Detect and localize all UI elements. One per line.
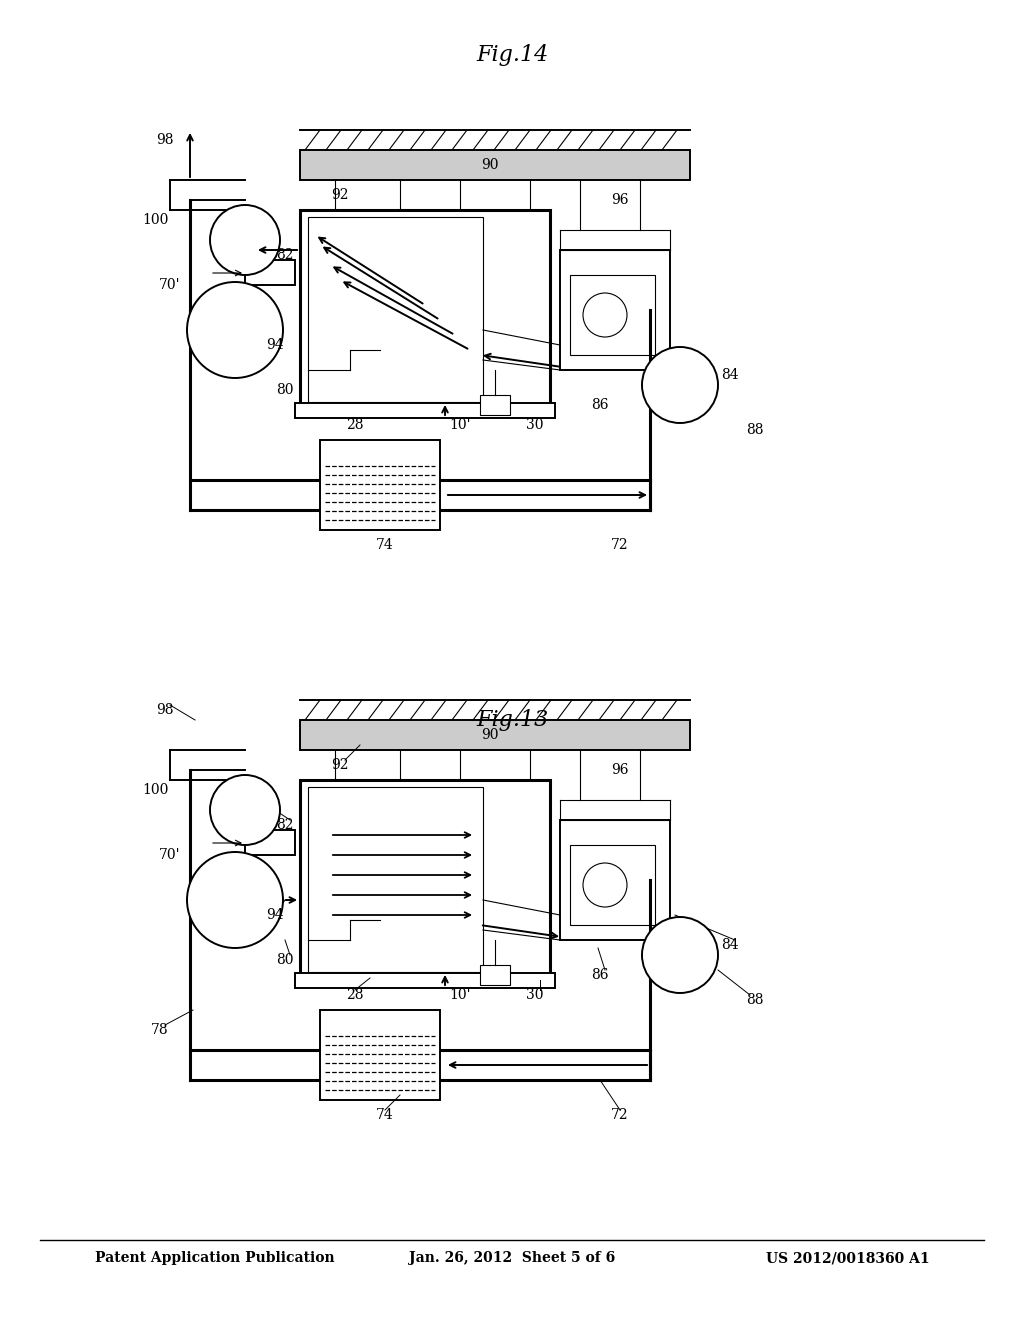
Bar xyxy=(300,150,690,180)
Bar xyxy=(319,1010,440,1100)
Text: 96: 96 xyxy=(611,763,629,777)
Bar xyxy=(480,395,510,414)
Text: 90: 90 xyxy=(481,158,499,172)
Text: Patent Application Publication: Patent Application Publication xyxy=(95,1251,335,1265)
Circle shape xyxy=(642,347,718,422)
Text: 82: 82 xyxy=(276,818,294,832)
Circle shape xyxy=(210,775,280,845)
Text: 86: 86 xyxy=(591,968,608,982)
Bar xyxy=(560,249,670,370)
Text: 94: 94 xyxy=(266,338,284,352)
Bar xyxy=(570,275,655,355)
Bar xyxy=(300,719,690,750)
Text: 86: 86 xyxy=(591,399,608,412)
Text: Fig.14: Fig.14 xyxy=(476,44,548,66)
Text: 78: 78 xyxy=(152,1023,169,1038)
Text: 82: 82 xyxy=(276,248,294,261)
Bar xyxy=(319,440,440,531)
Text: US 2012/0018360 A1: US 2012/0018360 A1 xyxy=(766,1251,930,1265)
Text: 70': 70' xyxy=(160,279,181,292)
Text: 70': 70' xyxy=(160,847,181,862)
Text: 88: 88 xyxy=(746,422,764,437)
Text: 88: 88 xyxy=(746,993,764,1007)
Bar xyxy=(480,965,510,985)
Bar xyxy=(295,973,555,987)
Bar xyxy=(570,845,655,925)
Bar xyxy=(560,820,670,940)
Text: 94: 94 xyxy=(266,908,284,921)
Bar xyxy=(300,210,550,411)
Circle shape xyxy=(583,863,627,907)
Bar xyxy=(300,780,550,979)
Text: Jan. 26, 2012  Sheet 5 of 6: Jan. 26, 2012 Sheet 5 of 6 xyxy=(409,1251,615,1265)
Text: 84: 84 xyxy=(721,939,738,952)
Circle shape xyxy=(583,293,627,337)
Text: 90: 90 xyxy=(481,729,499,742)
Circle shape xyxy=(187,282,283,378)
Text: 72: 72 xyxy=(611,1107,629,1122)
Text: 80: 80 xyxy=(276,383,294,397)
Text: 74: 74 xyxy=(376,539,394,552)
Text: 96: 96 xyxy=(611,193,629,207)
Bar xyxy=(308,216,483,403)
Text: 10': 10' xyxy=(450,418,471,432)
Text: Fig.13: Fig.13 xyxy=(476,709,548,731)
Circle shape xyxy=(642,917,718,993)
Text: 74: 74 xyxy=(376,1107,394,1122)
Bar xyxy=(245,830,295,855)
Text: 98: 98 xyxy=(157,704,174,717)
Text: 84: 84 xyxy=(721,368,738,381)
Text: 30: 30 xyxy=(526,987,544,1002)
Text: 92: 92 xyxy=(331,187,349,202)
Text: 30: 30 xyxy=(526,418,544,432)
Bar xyxy=(295,403,555,418)
Text: 100: 100 xyxy=(141,783,168,797)
Bar xyxy=(308,787,483,972)
Text: 92: 92 xyxy=(331,758,349,772)
Text: 80: 80 xyxy=(276,953,294,968)
Circle shape xyxy=(210,205,280,275)
Text: 72: 72 xyxy=(611,539,629,552)
Text: 98: 98 xyxy=(157,133,174,147)
Text: 100: 100 xyxy=(141,213,168,227)
Circle shape xyxy=(187,851,283,948)
Bar xyxy=(245,260,295,285)
Text: 10': 10' xyxy=(450,987,471,1002)
Text: 28: 28 xyxy=(346,987,364,1002)
Text: 28: 28 xyxy=(346,418,364,432)
